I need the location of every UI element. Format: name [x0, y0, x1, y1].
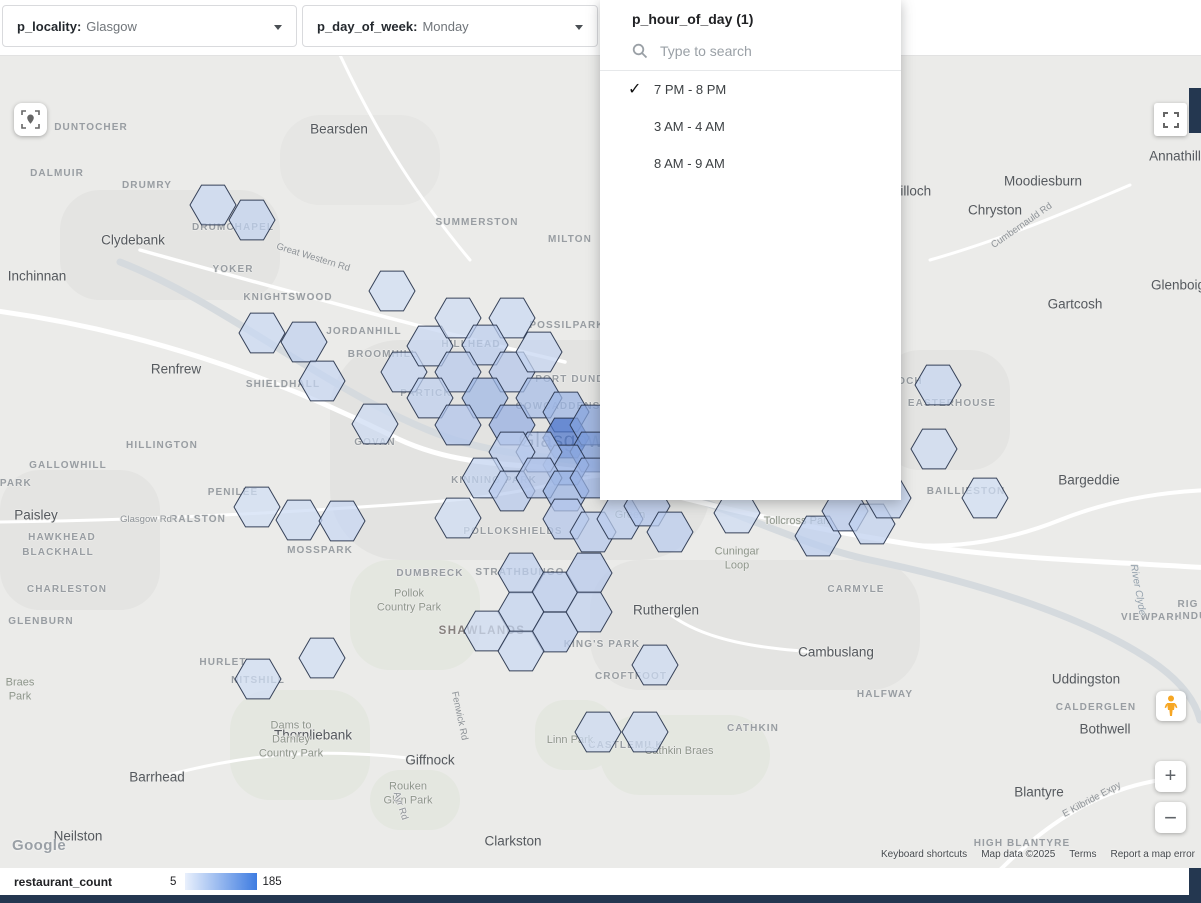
- dropdown-option-label: 8 AM - 9 AM: [654, 156, 725, 171]
- map-road: [338, 55, 472, 262]
- dropdown-title: p_hour_of_day (1): [632, 11, 754, 27]
- chevron-down-icon: [575, 25, 583, 30]
- map-area: [880, 350, 1010, 470]
- map-area: [280, 115, 440, 205]
- dropdown-option-1[interactable]: 3 AM - 4 AM: [600, 108, 901, 145]
- pan-location-control[interactable]: [14, 103, 47, 136]
- street-view-pegman[interactable]: [1156, 691, 1186, 721]
- report-error-link[interactable]: Report a map error: [1110, 849, 1195, 860]
- map-area: [230, 690, 370, 800]
- hex-bin[interactable]: [228, 199, 276, 241]
- map-road: [913, 488, 1201, 548]
- hex-bin[interactable]: [234, 658, 282, 700]
- filter-day-of-week[interactable]: p_day_of_week: Monday: [302, 5, 598, 47]
- map-area: [0, 470, 160, 610]
- filter-day-value: Monday: [422, 18, 469, 34]
- filter-locality-value: Glasgow: [86, 18, 137, 34]
- map-road: [155, 751, 432, 780]
- hex-bin[interactable]: [238, 312, 286, 354]
- hex-bin[interactable]: [280, 321, 328, 363]
- search-icon: [632, 43, 648, 59]
- location-brackets-icon: [21, 110, 40, 129]
- search-input[interactable]: [658, 42, 872, 60]
- filter-locality[interactable]: p_locality: Glasgow: [2, 5, 297, 47]
- chevron-down-icon: [274, 25, 282, 30]
- fullscreen-button[interactable]: [1154, 103, 1187, 136]
- hex-bin[interactable]: [298, 360, 346, 402]
- hex-bin[interactable]: [434, 404, 482, 446]
- hex-bin[interactable]: [961, 477, 1009, 519]
- dropdown-option-label: 7 PM - 8 PM: [654, 82, 727, 97]
- legend-label: restaurant_count: [14, 874, 113, 889]
- hex-bin[interactable]: [910, 428, 958, 470]
- scrollbar-thumb-top[interactable]: [1189, 88, 1201, 133]
- page-bottom-strip: [0, 895, 1201, 903]
- dropdown-option-label: 3 AM - 4 AM: [654, 119, 725, 134]
- map-area: [350, 560, 480, 670]
- map-road: [138, 248, 567, 364]
- map-road: [999, 778, 1162, 868]
- legend-bar: restaurant_count 5 185: [0, 868, 1201, 895]
- dropdown-search-row: [600, 36, 901, 71]
- scrollbar-thumb-bottom[interactable]: [1189, 868, 1201, 895]
- hex-bin[interactable]: [488, 297, 536, 339]
- hex-bin[interactable]: [515, 331, 563, 373]
- map-data-text: Map data ©2025: [981, 849, 1056, 860]
- fullscreen-icon: [1162, 111, 1179, 128]
- legend-gradient-swatch: [185, 873, 258, 890]
- hex-bin[interactable]: [189, 184, 237, 226]
- hex-bin[interactable]: [574, 711, 622, 753]
- map-attribution: Keyboard shortcuts Map data ©2025 Terms …: [881, 849, 1195, 860]
- terms-link[interactable]: Terms: [1069, 849, 1097, 860]
- hex-bin[interactable]: [631, 644, 679, 686]
- hex-bin[interactable]: [298, 637, 346, 679]
- hex-bin[interactable]: [368, 270, 416, 312]
- hex-bin[interactable]: [497, 630, 545, 672]
- keyboard-shortcuts-link[interactable]: Keyboard shortcuts: [881, 849, 968, 860]
- zoom-in-button[interactable]: +: [1155, 761, 1186, 792]
- zoom-out-button[interactable]: −: [1155, 802, 1186, 833]
- hex-bin[interactable]: [318, 500, 366, 542]
- legend-max-value: 185: [262, 875, 282, 888]
- dropdown-options-list: ✓ 7 PM - 8 PM 3 AM - 4 AM 8 AM - 9 AM: [600, 71, 901, 182]
- hex-bin[interactable]: [434, 497, 482, 539]
- hex-bin[interactable]: [351, 403, 399, 445]
- hex-bin[interactable]: [621, 711, 669, 753]
- filter-locality-label: p_locality:: [17, 18, 82, 34]
- hex-bin[interactable]: [233, 486, 281, 528]
- map-area: [370, 770, 460, 830]
- map-road: [928, 183, 1132, 262]
- hex-bin[interactable]: [646, 511, 694, 553]
- google-logo[interactable]: Google: [12, 837, 67, 854]
- map-road: [664, 609, 838, 655]
- dropdown-option-2[interactable]: 8 AM - 9 AM: [600, 145, 901, 182]
- hex-bin[interactable]: [914, 364, 962, 406]
- legend-min-value: 5: [170, 875, 177, 888]
- hex-bin[interactable]: [275, 499, 323, 541]
- hour-of-day-dropdown-panel: p_hour_of_day (1) ✓ 7 PM - 8 PM 3 AM - 4 A…: [600, 0, 901, 500]
- hex-bin[interactable]: [565, 591, 613, 633]
- pegman-icon: [1164, 695, 1178, 716]
- dropdown-option-0[interactable]: ✓ 7 PM - 8 PM: [600, 71, 901, 108]
- filter-day-label: p_day_of_week:: [317, 18, 418, 34]
- checkmark-icon: ✓: [628, 81, 642, 98]
